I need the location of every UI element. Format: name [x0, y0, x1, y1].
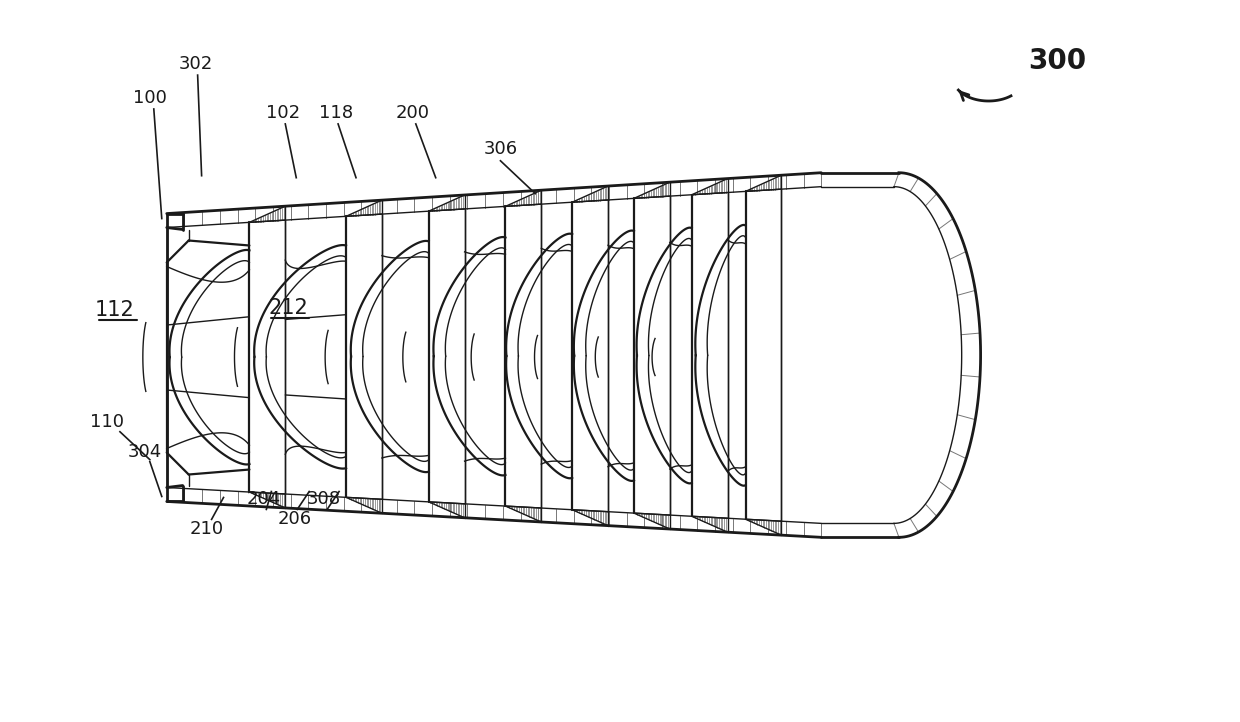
Text: 302: 302 — [179, 55, 213, 73]
Text: 100: 100 — [133, 89, 166, 107]
Text: 300: 300 — [1028, 47, 1086, 75]
Text: 118: 118 — [319, 104, 353, 122]
Text: 210: 210 — [190, 521, 223, 539]
Text: 110: 110 — [91, 413, 124, 431]
Text: 102: 102 — [267, 104, 300, 122]
Text: 308: 308 — [308, 490, 341, 508]
Text: 304: 304 — [128, 443, 162, 461]
Text: 212: 212 — [268, 298, 309, 318]
Text: 306: 306 — [484, 140, 517, 158]
Text: 112: 112 — [95, 300, 135, 320]
Text: 206: 206 — [278, 510, 311, 529]
Text: 200: 200 — [396, 104, 430, 122]
Text: 204: 204 — [247, 490, 280, 508]
